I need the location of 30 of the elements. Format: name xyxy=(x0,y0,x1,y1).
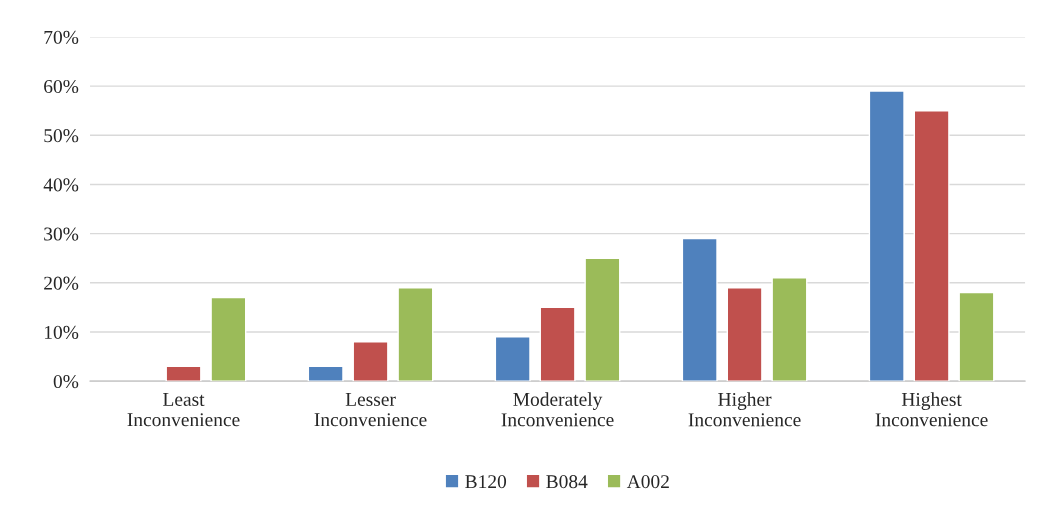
y-tick-label: 20% xyxy=(44,276,79,290)
x-tick-label: Moderately Inconvenience xyxy=(501,392,614,427)
bar xyxy=(397,287,434,382)
bar xyxy=(958,291,995,382)
x-tick-label: Lesser Inconvenience xyxy=(314,393,427,427)
bar xyxy=(210,296,247,382)
y-tick-label: 40% xyxy=(43,178,79,192)
y-tick-label: 60% xyxy=(44,79,79,94)
y-tick-label: 0% xyxy=(53,374,79,389)
bar xyxy=(494,336,531,382)
bar xyxy=(868,90,905,382)
bar xyxy=(165,365,202,382)
bar xyxy=(539,306,576,382)
bar xyxy=(726,287,763,382)
bar xyxy=(771,277,808,382)
y-tick-label: 30% xyxy=(44,227,79,241)
bar xyxy=(584,257,621,382)
x-tick-label: Higher Inconvenience xyxy=(688,392,801,427)
bar xyxy=(681,237,718,382)
bar xyxy=(307,365,344,382)
legend-label: B120 xyxy=(465,475,507,489)
y-tick-label: 10% xyxy=(44,325,79,339)
bar xyxy=(913,109,950,382)
y-tick-label: 50% xyxy=(44,129,79,143)
x-tick-label: Highest Inconvenience xyxy=(875,392,988,427)
bar xyxy=(352,341,389,382)
x-tick-label: Least Inconvenience xyxy=(127,393,240,427)
y-tick-label: 70% xyxy=(44,30,79,44)
legend-label: B084 xyxy=(546,475,588,489)
legend-label: A002 xyxy=(626,475,669,489)
